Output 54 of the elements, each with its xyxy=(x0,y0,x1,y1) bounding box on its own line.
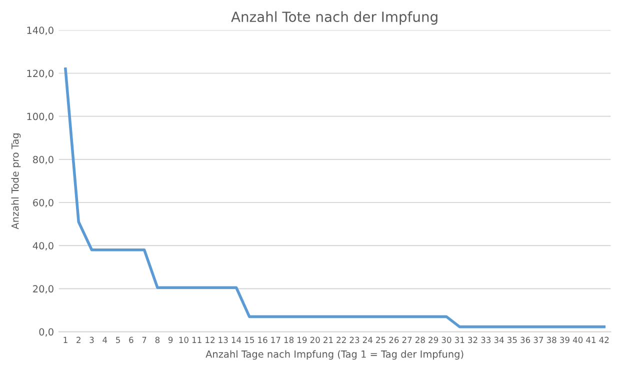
line-series xyxy=(64,68,606,328)
x-tick-label: 33 xyxy=(481,336,491,344)
x-tick-label: 18 xyxy=(284,336,294,344)
chart-title: Anzahl Tote nach der Impfung xyxy=(231,11,438,25)
x-tick-label: 4 xyxy=(102,336,108,343)
x-tick-label: 8 xyxy=(155,336,160,344)
x-tick-label: 34 xyxy=(494,336,504,344)
x-tick-label: 11 xyxy=(192,336,202,343)
y-axis-title: Anzahl Tode pro Tag xyxy=(11,133,21,230)
x-tick-label: 16 xyxy=(258,336,268,344)
x-tick-label: 23 xyxy=(350,336,360,344)
y-tick-label: 120,0 xyxy=(27,70,54,78)
x-tick-label: 36 xyxy=(520,336,530,344)
x-axis-title: Anzahl Tage nach Impfung (Tag 1 = Tag der Impfung) xyxy=(206,350,464,360)
y-tick-label: 40,0 xyxy=(32,242,54,250)
x-tick-label: 35 xyxy=(508,336,517,344)
y-tick-label: 140,0 xyxy=(27,26,54,35)
x-tick-label: 21 xyxy=(324,336,333,343)
x-tick-label: 19 xyxy=(298,336,307,344)
x-tick-label: 14 xyxy=(232,336,242,343)
x-tick-label: 10 xyxy=(179,336,188,344)
x-tick-label: 42 xyxy=(599,336,609,343)
y-tick-label: 0,0 xyxy=(39,328,54,337)
x-tick-label: 20 xyxy=(310,336,320,344)
x-tick-label: 2 xyxy=(76,336,80,343)
x-tick-label: 28 xyxy=(416,336,425,344)
y-tick-label: 100,0 xyxy=(27,112,54,122)
x-tick-label: 41 xyxy=(586,336,596,343)
x-tick-label: 40 xyxy=(572,336,583,344)
x-tick-label: 27 xyxy=(402,336,412,343)
x-tick-label: 30 xyxy=(442,336,452,344)
y-tick-label: 80,0 xyxy=(33,156,54,164)
x-tick-label: 17 xyxy=(271,336,280,343)
x-tick-label: 6 xyxy=(129,336,134,344)
x-tick-label: 12 xyxy=(206,336,214,343)
y-tick-label: 20,0 xyxy=(33,285,54,294)
x-tick-label: 29 xyxy=(428,336,438,344)
x-tick-label: 32 xyxy=(468,336,478,344)
x-tick-label: 39 xyxy=(560,336,570,344)
x-tick-label: 24 xyxy=(362,336,372,343)
x-tick-label: 26 xyxy=(389,336,399,344)
x-tick-label: 15 xyxy=(245,336,254,344)
x-tick-label: 31 xyxy=(454,336,464,344)
x-tick-label: 38 xyxy=(546,336,556,344)
x-tick-label: 37 xyxy=(534,336,544,344)
x-tick-label: 13 xyxy=(218,336,228,344)
x-tick-label: 5 xyxy=(116,336,120,344)
x-tick-label: 1 xyxy=(64,336,68,343)
x-tick-label: 3 xyxy=(90,336,94,344)
x-tick-label: 22 xyxy=(336,336,346,343)
x-tick-label: 7 xyxy=(142,336,146,343)
x-tick-label: 25 xyxy=(376,336,386,344)
y-tick-label: 60,0 xyxy=(33,198,54,208)
x-tick-label: 9 xyxy=(168,336,173,344)
